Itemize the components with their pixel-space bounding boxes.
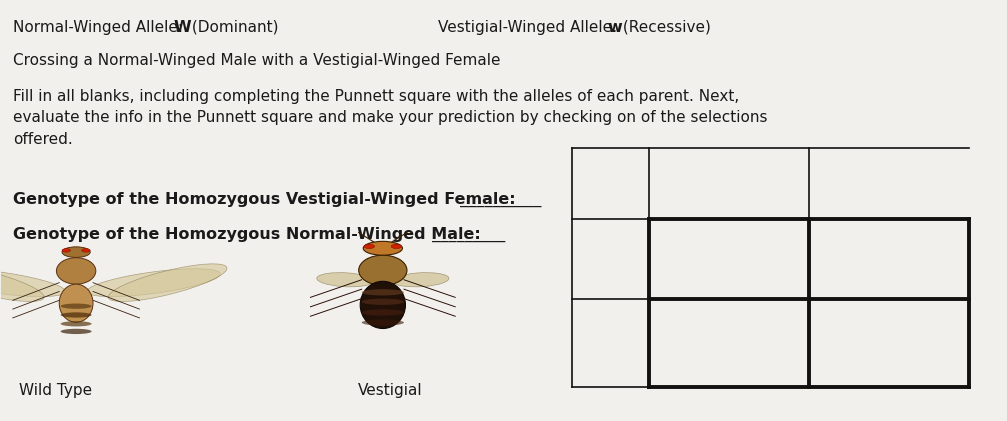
Ellipse shape: [59, 284, 93, 322]
Ellipse shape: [56, 258, 96, 284]
Text: Genotype of the Homozygous Normal-Winged Male:: Genotype of the Homozygous Normal-Winged…: [13, 227, 480, 242]
Ellipse shape: [358, 255, 407, 285]
Ellipse shape: [60, 329, 92, 334]
Text: (Dominant): (Dominant): [186, 20, 278, 35]
Text: Genotype of the Homozygous Vestigial-Winged Female:: Genotype of the Homozygous Vestigial-Win…: [13, 192, 516, 207]
Text: Crossing a Normal-Winged Male with a Vestigial-Winged Female: Crossing a Normal-Winged Male with a Ves…: [13, 53, 500, 68]
Text: __________: __________: [455, 192, 542, 207]
Ellipse shape: [109, 264, 227, 301]
Ellipse shape: [62, 247, 91, 257]
Ellipse shape: [392, 273, 449, 287]
Text: Fill in all blanks, including completing the Punnett square with the alleles of : Fill in all blanks, including completing…: [13, 89, 767, 147]
Ellipse shape: [362, 320, 404, 326]
Text: Vestigial: Vestigial: [357, 383, 422, 397]
Text: (Recessive): (Recessive): [618, 20, 711, 35]
Ellipse shape: [60, 312, 92, 317]
Text: _________: _________: [427, 227, 506, 242]
Text: Normal-Winged Allele:: Normal-Winged Allele:: [13, 20, 187, 35]
Ellipse shape: [317, 273, 374, 287]
Ellipse shape: [60, 321, 92, 326]
Ellipse shape: [391, 244, 402, 248]
Ellipse shape: [0, 264, 44, 301]
Ellipse shape: [364, 241, 403, 255]
Ellipse shape: [82, 249, 91, 252]
Ellipse shape: [361, 281, 406, 328]
Ellipse shape: [62, 249, 70, 252]
Ellipse shape: [87, 269, 221, 297]
Text: Vestigial-Winged Allele:: Vestigial-Winged Allele:: [438, 20, 622, 35]
Ellipse shape: [60, 304, 92, 309]
Text: Wild Type: Wild Type: [19, 383, 92, 397]
Text: W: W: [173, 20, 191, 35]
Ellipse shape: [0, 269, 65, 297]
Ellipse shape: [362, 309, 404, 316]
Text: w: w: [607, 20, 622, 35]
Ellipse shape: [362, 298, 404, 305]
Ellipse shape: [362, 289, 404, 296]
Ellipse shape: [364, 244, 375, 248]
